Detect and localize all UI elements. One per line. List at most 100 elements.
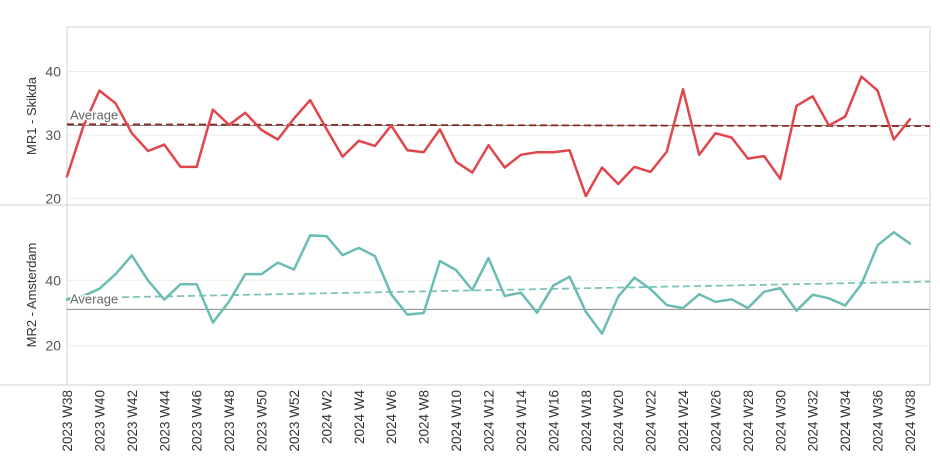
data-point <box>763 291 765 293</box>
data-point <box>390 124 392 126</box>
x-tick-label: 2024 W22 <box>644 390 659 452</box>
data-point <box>649 171 651 173</box>
data-point <box>341 155 343 157</box>
data-point <box>520 154 522 156</box>
x-tick-label: 2024 W38 <box>903 390 918 452</box>
data-point <box>698 154 700 156</box>
data-point <box>195 283 197 285</box>
x-tick-label: 2024 W8 <box>417 390 432 444</box>
data-point <box>552 151 554 153</box>
data-point <box>471 171 473 173</box>
data-point <box>325 235 327 237</box>
data-point <box>536 311 538 313</box>
x-tick-label: 2024 W32 <box>806 390 821 452</box>
average-label: Average <box>70 291 118 306</box>
data-point <box>520 292 522 294</box>
data-point <box>568 149 570 151</box>
data-point <box>179 166 181 168</box>
data-point <box>390 293 392 295</box>
data-point <box>860 283 862 285</box>
x-tick-label: 2023 W38 <box>60 390 75 452</box>
data-point <box>795 310 797 312</box>
x-tick-label: 2023 W44 <box>157 390 172 452</box>
data-point <box>98 89 100 91</box>
data-point <box>714 301 716 303</box>
data-point <box>439 128 441 130</box>
data-point <box>163 143 165 145</box>
x-tick-label: 2024 W2 <box>319 390 334 444</box>
data-point <box>66 298 68 300</box>
data-point <box>747 157 749 159</box>
series-line <box>65 75 912 198</box>
x-tick-label: 2024 W26 <box>708 390 723 452</box>
data-point <box>487 144 489 146</box>
data-point <box>471 289 473 291</box>
data-point <box>747 307 749 309</box>
data-point <box>455 161 457 163</box>
data-point <box>358 247 360 249</box>
data-point <box>504 166 506 168</box>
data-point <box>666 150 668 152</box>
data-point <box>828 124 830 126</box>
data-point <box>422 151 424 153</box>
data-point <box>406 149 408 151</box>
data-point <box>909 118 911 120</box>
data-point <box>795 105 797 107</box>
data-point <box>730 298 732 300</box>
data-point <box>617 295 619 297</box>
x-tick-label: 2024 W24 <box>676 390 691 452</box>
x-tick-label: 2023 W42 <box>125 390 140 452</box>
data-point <box>585 195 587 197</box>
y-tick-label: 40 <box>45 64 61 80</box>
data-point <box>601 332 603 334</box>
y-tick-label: 20 <box>45 338 61 354</box>
data-point <box>277 261 279 263</box>
data-point <box>455 269 457 271</box>
x-tick-label: 2024 W16 <box>546 390 561 452</box>
series-line <box>65 230 912 335</box>
data-point <box>244 112 246 114</box>
data-point <box>682 307 684 309</box>
data-point <box>698 293 700 295</box>
x-tick-label: 2024 W28 <box>741 390 756 452</box>
data-point <box>909 242 911 244</box>
x-tick-label: 2023 W48 <box>222 390 237 452</box>
data-point <box>893 231 895 233</box>
trend-line <box>66 123 931 128</box>
data-point <box>293 117 295 119</box>
data-point <box>147 279 149 281</box>
data-point <box>98 288 100 290</box>
y-tick-label: 40 <box>45 272 61 288</box>
data-point <box>893 138 895 140</box>
data-point <box>601 166 603 168</box>
data-point <box>682 88 684 90</box>
data-point <box>260 129 262 131</box>
data-point <box>179 283 181 285</box>
data-point <box>260 273 262 275</box>
y-tick-label: 30 <box>45 127 61 143</box>
y-axis-label: MR1 - Skikda <box>24 76 39 155</box>
x-tick-label: 2024 W10 <box>449 390 464 452</box>
data-point <box>568 275 570 277</box>
x-tick-label: 2024 W36 <box>871 390 886 452</box>
data-point <box>212 108 214 110</box>
data-point <box>309 99 311 101</box>
data-point <box>163 298 165 300</box>
data-point <box>860 75 862 77</box>
data-point <box>114 102 116 104</box>
data-point <box>536 151 538 153</box>
data-point <box>374 145 376 147</box>
x-tick-label: 2023 W52 <box>287 390 302 452</box>
data-point <box>876 89 878 91</box>
x-tick-label: 2024 W14 <box>514 390 529 452</box>
data-point <box>195 166 197 168</box>
data-point <box>876 244 878 246</box>
x-tick-label: 2024 W18 <box>579 390 594 452</box>
data-point <box>779 287 781 289</box>
x-tick-label: 2024 W6 <box>384 390 399 444</box>
data-point <box>487 257 489 259</box>
data-point <box>228 300 230 302</box>
data-point <box>325 128 327 130</box>
